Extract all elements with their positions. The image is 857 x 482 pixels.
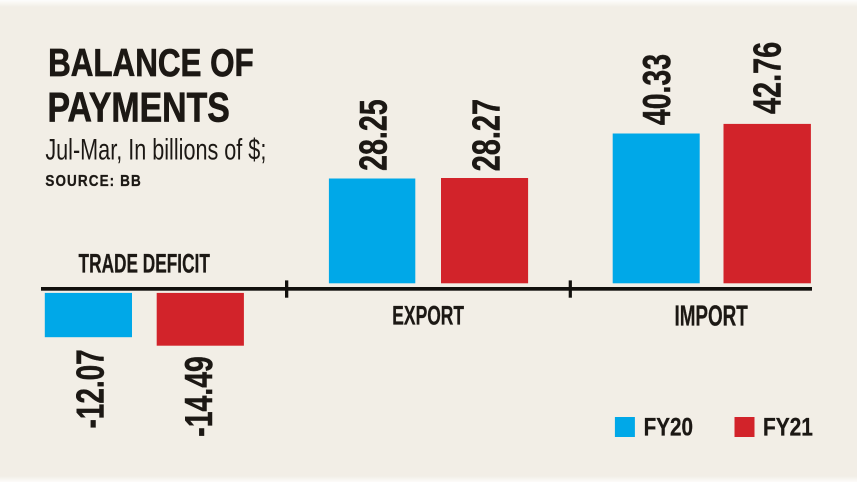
svg-text:42.76: 42.76 [746, 42, 789, 114]
svg-text:EXPORT: EXPORT [392, 300, 464, 331]
svg-text:28.25: 28.25 [352, 99, 395, 171]
svg-text:FY21: FY21 [763, 413, 813, 441]
svg-text:TRADE DEFICIT: TRADE DEFICIT [79, 249, 211, 279]
svg-text:IMPORT: IMPORT [674, 301, 748, 333]
svg-text:40.33: 40.33 [635, 54, 679, 125]
svg-text:SOURCE: BB: SOURCE: BB [45, 173, 141, 190]
svg-text:FY20: FY20 [644, 413, 693, 441]
svg-text:BALANCE OF: BALANCE OF [48, 41, 254, 85]
svg-text:Jul-Mar, In billions of $;: Jul-Mar, In billions of $; [45, 132, 266, 166]
svg-text:-12.07: -12.07 [69, 349, 113, 428]
svg-text:-14.49: -14.49 [177, 356, 221, 437]
svg-text:28.27: 28.27 [465, 99, 508, 172]
svg-text:PAYMENTS: PAYMENTS [47, 85, 229, 131]
